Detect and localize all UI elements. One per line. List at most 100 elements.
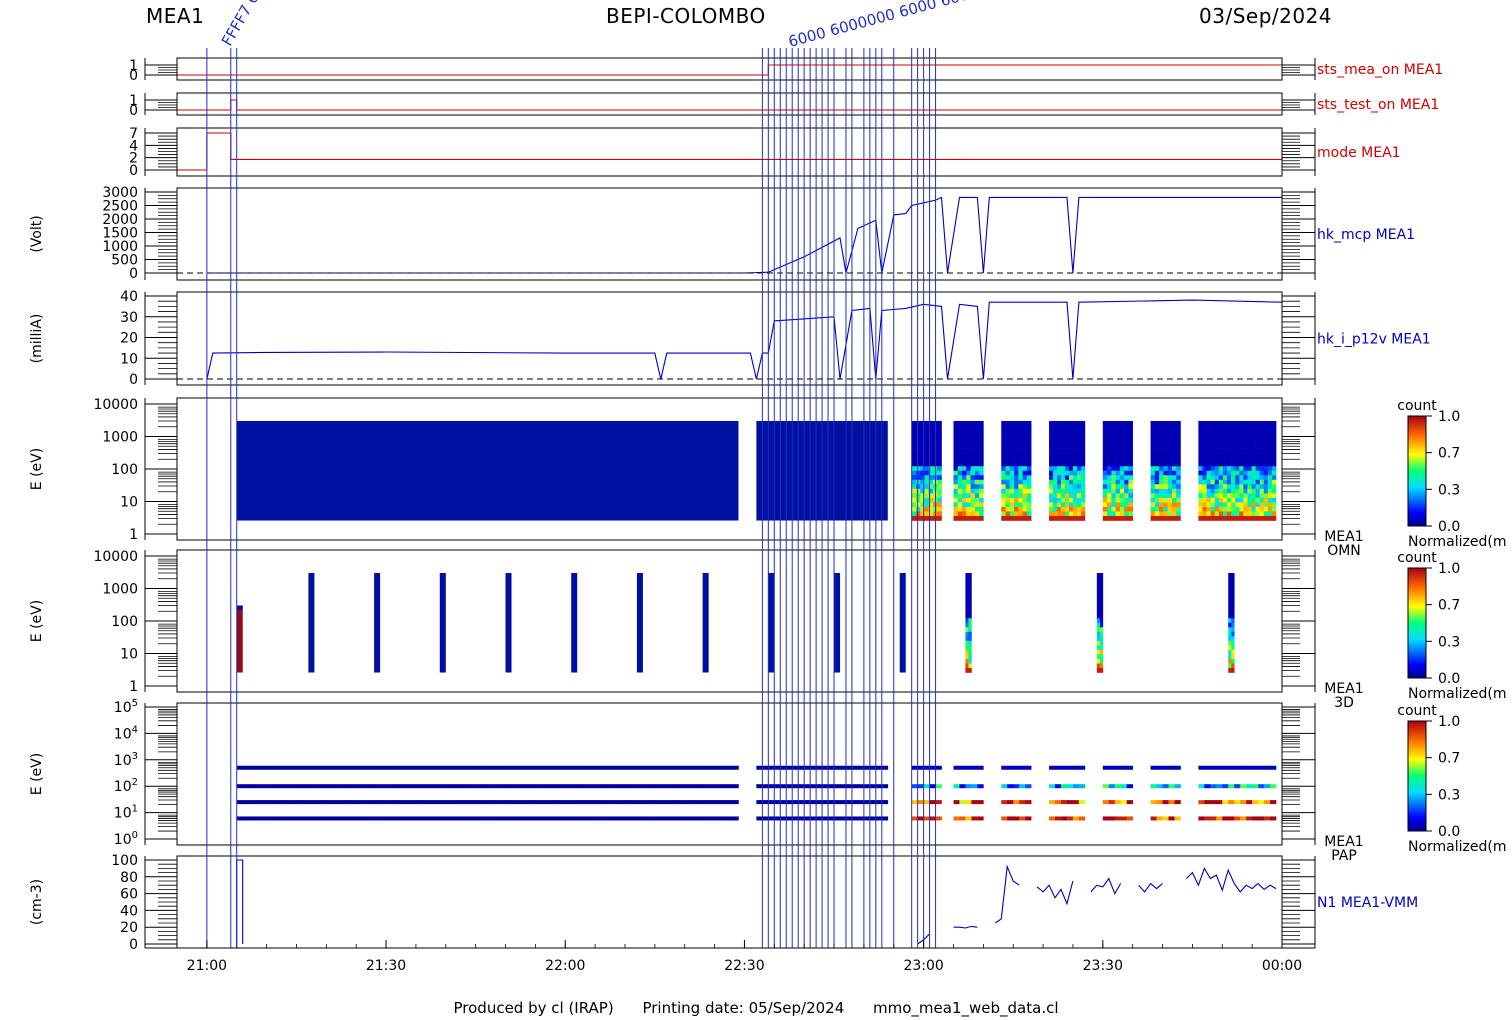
spectro-cell-5-4-0-5: [1022, 420, 1028, 426]
spectro-cell-5-7-21-0: [1150, 515, 1156, 521]
spectro-cell-5-5-19-1: [1053, 506, 1058, 512]
pap-band-7-0-1-33: [433, 784, 441, 789]
pap-band-7-0-2-43: [493, 800, 500, 805]
spectro-cell-5-8-6-1: [1202, 448, 1207, 453]
spectro-cell-6-11-13-0: [965, 631, 969, 637]
spectro-cell-5-6-20-4: [1119, 511, 1125, 517]
spectro-cell-5-6-19-3: [1115, 506, 1121, 512]
pap-band-7-0-1-44: [499, 784, 506, 789]
spectro-cell-5-3-1-4: [970, 425, 976, 431]
spectro-cell-5-4-7-1: [1005, 452, 1011, 458]
pap-band-7-0-0-14: [320, 765, 327, 770]
pap-band-7-6-3-2: [1114, 816, 1122, 821]
spectro-cell-5-7-0-2: [1159, 420, 1164, 426]
pap-band-7-0-1-78: [702, 784, 709, 789]
pap-band-7-1-1-13: [834, 784, 841, 789]
spectro-cell-5-7-19-5: [1171, 506, 1177, 512]
xtick-label-6: 00:00: [1262, 958, 1302, 974]
spectro-cell-5-3-1-0: [953, 425, 959, 431]
spectro-cell-5-3-9-6: [979, 461, 984, 467]
spectro-cell-5-8-11-12: [1247, 470, 1252, 476]
pap-band-7-0-0-38: [463, 765, 470, 770]
spectro-cell-5-8-15-10: [1239, 488, 1244, 494]
spectro-cell-5-4-0-2: [1009, 420, 1015, 426]
spectro-cell-5-7-14-5: [1171, 484, 1177, 490]
pap-band-7-8-3-6: [1234, 816, 1241, 821]
spectro-cell-5-8-6-14: [1255, 448, 1260, 453]
pap-band-7-7-2-4: [1174, 800, 1181, 805]
pap-band-7-5-3-0: [1049, 816, 1056, 821]
pap-band-7-0-1-60: [595, 784, 602, 789]
spectro-cell-5-4-9-3: [1014, 461, 1019, 467]
spectro-cell-5-5-0-7: [1076, 420, 1082, 426]
pap-band-7-0-0-62: [607, 765, 614, 770]
spectro-cell-5-5-1-8: [1080, 425, 1086, 431]
pap-band-7-0-1-20: [356, 784, 363, 789]
spectro-cell-5-8-21-11: [1243, 515, 1248, 521]
spectro-cell-5-7-18-2: [1159, 502, 1164, 508]
spectro-block-6-5: [571, 572, 578, 673]
pap-band-7-0-1-25: [386, 784, 393, 789]
spectro-cell-5-2-13-2: [920, 479, 925, 485]
spectro-cell-5-7-5-0: [1150, 443, 1156, 449]
spectro-cell-5-4-10-4: [1018, 466, 1023, 472]
spectro-cell-5-8-16-6: [1222, 493, 1228, 499]
spectro-cell-5-4-15-3: [1014, 488, 1019, 494]
spectro-cell-5-3-18-4: [970, 502, 976, 508]
pap-band-7-0-0-42: [487, 765, 494, 770]
pap-band-7-8-2-9: [1252, 800, 1259, 805]
pap-band-7-0-0-13: [314, 765, 321, 770]
spectro-cell-5-8-17-6: [1222, 497, 1228, 503]
spectro-cell-5-8-16-0: [1198, 493, 1203, 499]
pap-band-7-7-3-0: [1150, 816, 1157, 821]
pap-band-7-6-2-2: [1114, 800, 1122, 805]
spectro-cell-5-8-3-14: [1255, 434, 1260, 440]
spectro-cell-5-8-18-9: [1235, 502, 1240, 508]
spectro-block-6-8: [768, 572, 775, 673]
spectro-cell-5-8-1-5: [1218, 425, 1224, 431]
spectro-cell-5-8-4-6: [1222, 439, 1228, 444]
spectro-cell-5-4-20-0: [1001, 511, 1006, 517]
spectro-cell-5-8-11-14: [1255, 470, 1260, 476]
spectro-cell-5-3-21-6: [979, 515, 984, 521]
spectro-cell-5-8-19-5: [1218, 506, 1224, 512]
spectro-cell-5-8-13-4: [1214, 479, 1220, 485]
spectro-cell-5-3-9-5: [974, 461, 980, 467]
spectro-cell-5-7-17-3: [1163, 497, 1168, 503]
spectro-cell-5-7-15-4: [1167, 488, 1173, 494]
pap-band-7-3-0-2: [965, 765, 972, 770]
spectro-cell-6-12-5-1: [1099, 595, 1104, 601]
spectro-cell-5-6-12-6: [1128, 475, 1133, 481]
spectro-cell-5-4-15-1: [1005, 488, 1011, 494]
spectro-cell-5-5-1-5: [1068, 425, 1074, 431]
panel-frame-0: [176, 57, 1283, 81]
spectro-cell-5-3-15-1: [957, 488, 963, 494]
pap-band-7-1-3-19: [869, 816, 877, 821]
spectro-cell-6-13-2-0: [1228, 582, 1232, 587]
pap-band-7-4-0-0: [1001, 765, 1008, 770]
pap-band-7-0-1-63: [613, 784, 620, 789]
pap-band-7-6-2-0: [1102, 800, 1110, 805]
pap-band-7-0-3-75: [684, 816, 691, 821]
spectro-cell-5-6-4-2: [1111, 439, 1116, 444]
spectro-cell-5-3-14-4: [970, 484, 976, 490]
pap-band-7-0-1-42: [487, 784, 494, 789]
spectro-cell-5-4-9-0: [1001, 461, 1006, 467]
spectro-cell-5-8-14-6: [1222, 484, 1228, 490]
spectro-cell-5-3-4-3: [966, 439, 971, 444]
spectro-cell-6-12-9-1: [1099, 613, 1104, 619]
spectro-cell-5-2-6-6: [937, 448, 942, 453]
spectro-cell-6-13-8-0: [1228, 609, 1232, 615]
spectro-cell-5-8-0-13: [1251, 420, 1256, 426]
spectro-cell-5-5-0-2: [1057, 420, 1062, 426]
spectro-cell-5-8-7-12: [1247, 452, 1252, 458]
footer: Produced by cl (IRAP) Printing date: 05/…: [0, 999, 1512, 1017]
spectro-cell-5-8-7-0: [1198, 452, 1203, 458]
pap-band-7-5-2-3: [1066, 800, 1074, 805]
pap-band-7-0-3-58: [583, 816, 590, 821]
spectro-cell-5-8-20-18: [1271, 511, 1277, 517]
spectro-cell-5-7-8-2: [1159, 457, 1164, 463]
spectro-cell-5-8-0-5: [1218, 420, 1224, 426]
xtick-label-2: 22:00: [545, 958, 585, 974]
series-line-1-0: [177, 99, 1282, 111]
